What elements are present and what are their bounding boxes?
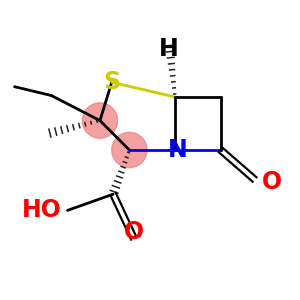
Circle shape	[112, 132, 147, 168]
Text: S: S	[103, 70, 120, 94]
Text: H: H	[159, 37, 179, 61]
Text: O: O	[262, 170, 282, 194]
Text: O: O	[124, 220, 144, 244]
Text: HO: HO	[22, 198, 62, 222]
Text: N: N	[168, 138, 188, 162]
Circle shape	[82, 103, 118, 138]
